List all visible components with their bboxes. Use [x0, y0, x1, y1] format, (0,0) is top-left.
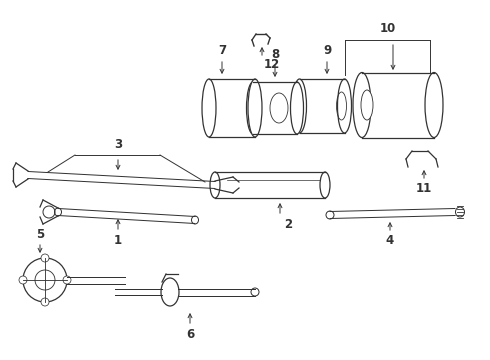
Ellipse shape	[320, 172, 330, 198]
Ellipse shape	[291, 82, 303, 134]
Ellipse shape	[251, 288, 259, 296]
Text: 5: 5	[36, 228, 44, 240]
Text: 10: 10	[380, 22, 396, 35]
Circle shape	[19, 276, 27, 284]
Text: 6: 6	[186, 328, 194, 341]
Ellipse shape	[338, 79, 351, 133]
Circle shape	[63, 276, 71, 284]
Ellipse shape	[192, 216, 198, 224]
Text: 8: 8	[271, 48, 279, 60]
Text: 3: 3	[114, 139, 122, 152]
Text: 2: 2	[284, 217, 292, 230]
Ellipse shape	[361, 90, 373, 120]
Circle shape	[41, 298, 49, 306]
Ellipse shape	[425, 72, 443, 138]
Ellipse shape	[248, 79, 262, 137]
Text: 9: 9	[323, 45, 331, 58]
Circle shape	[41, 254, 49, 262]
Text: 11: 11	[416, 183, 432, 195]
Text: 7: 7	[218, 45, 226, 58]
Text: 4: 4	[386, 234, 394, 248]
Text: 12: 12	[264, 58, 280, 71]
Text: 1: 1	[114, 234, 122, 247]
